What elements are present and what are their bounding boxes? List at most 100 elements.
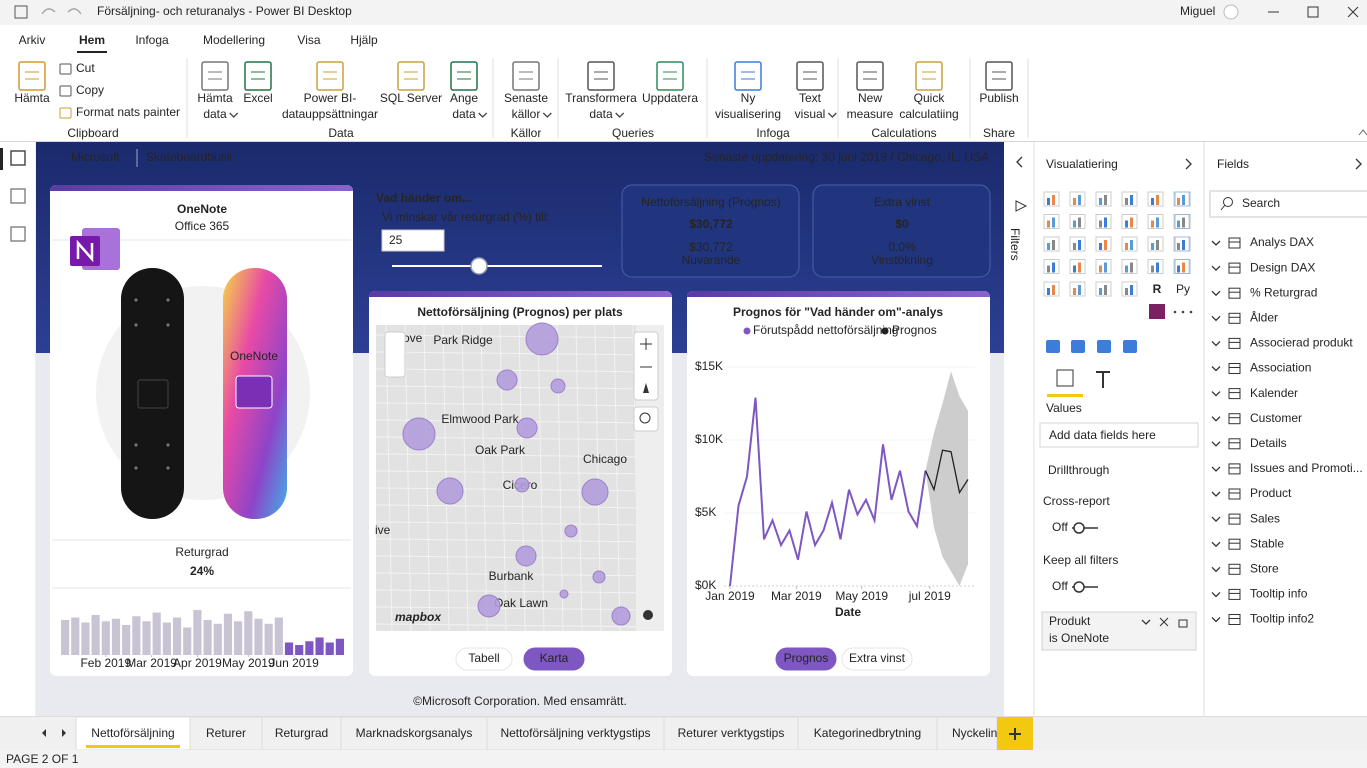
ribbon-button-label[interactable]: Ny — [741, 91, 756, 105]
visual-type[interactable] — [1043, 259, 1060, 274]
field-table[interactable]: Associerad produkt — [1250, 336, 1353, 350]
values-well[interactable] — [1039, 422, 1199, 448]
visual-type[interactable] — [1174, 259, 1191, 274]
ribbon-icon[interactable] — [512, 61, 540, 91]
custom-visual[interactable] — [1071, 340, 1085, 353]
map-toggle-label[interactable]: Tabell — [468, 651, 499, 665]
ribbon-icon[interactable] — [915, 61, 943, 91]
field-table[interactable]: Issues and Promoti... — [1250, 461, 1363, 475]
ribbon-button-label[interactable]: Senaste — [504, 91, 548, 105]
field-table[interactable]: Stable — [1250, 536, 1284, 550]
ribbon-button-label[interactable]: Excel — [243, 91, 272, 105]
tab-next[interactable] — [62, 729, 66, 737]
ribbon-button-label[interactable]: Uppdatera — [642, 91, 698, 105]
visual-type[interactable] — [1174, 214, 1191, 229]
visual-type[interactable] — [1121, 259, 1138, 274]
ribbon-button-label[interactable]: SQL Server — [380, 91, 442, 105]
visual-type[interactable] — [1121, 214, 1138, 229]
ribbon-icon[interactable] — [734, 61, 762, 91]
visual-type[interactable] — [1095, 191, 1112, 207]
custom-visual[interactable] — [1123, 340, 1137, 353]
page-tab-label[interactable]: Nettoförsäljning verktygstips — [500, 726, 650, 740]
ribbon-icon[interactable] — [244, 61, 272, 91]
visual-type[interactable] — [1043, 191, 1060, 207]
map-toggle-label[interactable]: Karta — [540, 651, 569, 665]
menu-tab[interactable]: Visa — [297, 33, 320, 47]
ribbon-icon[interactable] — [656, 61, 684, 91]
visual-type[interactable] — [1149, 304, 1165, 319]
visual-type[interactable] — [1069, 281, 1086, 297]
field-table[interactable]: Tooltip info — [1250, 587, 1308, 601]
visual-type[interactable] — [1095, 259, 1112, 274]
visual-type[interactable] — [1174, 236, 1191, 252]
map-toggle[interactable] — [523, 647, 585, 671]
visual-type[interactable] — [1069, 191, 1086, 207]
visual-type[interactable] — [1043, 281, 1060, 297]
filters-label[interactable]: Filters — [1008, 228, 1022, 261]
visual-type[interactable] — [1095, 281, 1112, 297]
page-tab-label[interactable]: Returgrad — [275, 726, 328, 740]
field-table[interactable]: Details — [1250, 436, 1287, 450]
visual-type[interactable] — [1095, 236, 1112, 252]
page-tab-label[interactable]: Kategorinedbrytning — [814, 726, 921, 740]
nav-icon[interactable] — [10, 226, 26, 242]
custom-visual[interactable] — [1046, 340, 1060, 353]
toggle-knob[interactable] — [1073, 581, 1085, 593]
ribbon-button-label[interactable]: Hämta — [197, 91, 233, 105]
filter-lock[interactable] — [1178, 619, 1188, 628]
ribbon-button-label[interactable]: Quick — [914, 91, 946, 105]
page-tab-label[interactable]: Marknadskorgsanalys — [356, 726, 473, 740]
ribbon-button-label[interactable]: visualisering — [715, 107, 781, 121]
ribbon-icon[interactable] — [397, 61, 425, 91]
visual-type[interactable] — [1095, 214, 1112, 229]
ribbon-button-label[interactable]: Text — [799, 91, 822, 105]
visual-type[interactable] — [1174, 191, 1191, 207]
map-tools[interactable] — [384, 331, 406, 378]
tab-prev[interactable] — [42, 729, 46, 737]
chart-toggle[interactable] — [775, 647, 837, 671]
field-table[interactable]: Customer — [1250, 411, 1302, 425]
chart-toggle-label[interactable]: Prognos — [784, 651, 829, 665]
field-table[interactable]: Analys DAX — [1250, 235, 1314, 249]
slider-knob[interactable] — [470, 257, 488, 275]
field-table[interactable]: Association — [1250, 361, 1311, 375]
field-table[interactable]: Sales — [1250, 511, 1280, 525]
ribbon-button-label[interactable]: data — [589, 107, 613, 121]
fields-search[interactable] — [1209, 190, 1367, 218]
menu-tab[interactable]: Modellering — [203, 33, 265, 47]
page-tab-label[interactable]: Returer — [206, 726, 246, 740]
page-tab[interactable] — [797, 716, 938, 751]
ribbon-button-label[interactable]: Transformera — [565, 91, 637, 105]
field-table[interactable]: Kalender — [1250, 386, 1298, 400]
visual-type[interactable] — [1147, 214, 1164, 229]
maximize[interactable] — [1307, 6, 1319, 18]
map-toggle[interactable] — [455, 647, 513, 671]
ribbon-button-label[interactable]: data — [203, 107, 227, 121]
visual-glyph[interactable]: R — [1153, 282, 1162, 296]
close[interactable] — [1347, 6, 1359, 18]
page-tab[interactable] — [340, 716, 488, 751]
page-tab-label[interactable]: Nyckelin — [952, 726, 997, 740]
ribbon-button-label[interactable]: data — [452, 107, 476, 121]
ribbon-icon[interactable] — [587, 61, 615, 91]
ribbon-icon[interactable] — [316, 61, 344, 91]
ribbon-button-label[interactable]: Publish — [979, 91, 1018, 105]
ribbon-icon[interactable] — [985, 61, 1013, 91]
visual-type[interactable] — [1069, 214, 1086, 229]
map-search[interactable] — [633, 406, 659, 432]
field-table[interactable]: Store — [1250, 561, 1279, 575]
visual-type[interactable] — [1121, 236, 1138, 252]
clipboard-button[interactable]: Format nats painter — [76, 105, 180, 119]
visual-type[interactable] — [1121, 281, 1138, 297]
field-table[interactable]: Design DAX — [1250, 260, 1315, 274]
ribbon-button-label[interactable]: Hämta — [14, 91, 50, 105]
collapse-ribbon[interactable] — [1358, 129, 1367, 136]
ribbon-button-label[interactable]: New — [858, 91, 882, 105]
ribbon-icon[interactable] — [450, 61, 478, 91]
fields-tab-icon[interactable] — [1056, 369, 1074, 387]
visual-type[interactable] — [1069, 259, 1086, 274]
clipboard-button[interactable]: Copy — [76, 83, 104, 97]
filter-card[interactable] — [1041, 611, 1197, 651]
field-table[interactable]: Product — [1250, 486, 1292, 500]
ribbon-button-label[interactable]: datauppsättningar — [282, 107, 378, 121]
